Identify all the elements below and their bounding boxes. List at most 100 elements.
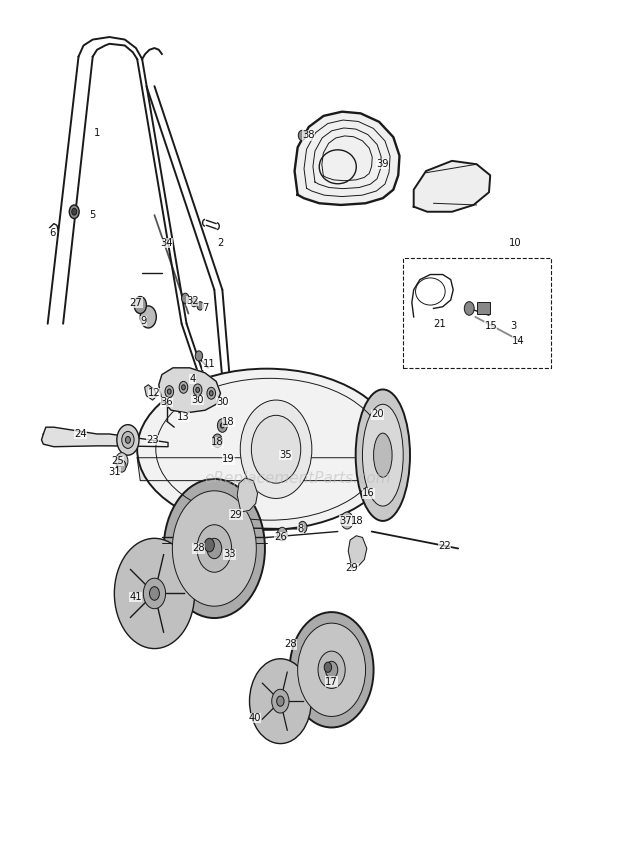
Text: 25: 25 xyxy=(111,456,124,466)
Polygon shape xyxy=(414,161,490,212)
Ellipse shape xyxy=(363,404,403,506)
Circle shape xyxy=(164,479,265,618)
Polygon shape xyxy=(348,536,367,568)
Text: 15: 15 xyxy=(484,322,497,331)
Text: 37: 37 xyxy=(340,516,352,526)
Text: 17: 17 xyxy=(326,677,338,687)
Text: 26: 26 xyxy=(275,533,287,542)
Text: 2: 2 xyxy=(218,238,224,248)
Circle shape xyxy=(298,623,366,717)
Circle shape xyxy=(251,415,301,483)
Circle shape xyxy=(205,539,215,552)
Circle shape xyxy=(277,528,287,541)
Text: 35: 35 xyxy=(279,450,291,460)
Circle shape xyxy=(143,578,166,608)
Text: 32: 32 xyxy=(187,296,199,306)
Text: 18: 18 xyxy=(211,437,224,448)
Ellipse shape xyxy=(137,368,396,530)
Text: 18: 18 xyxy=(350,516,363,526)
Circle shape xyxy=(167,389,171,394)
Circle shape xyxy=(115,453,128,470)
Circle shape xyxy=(117,425,139,455)
Circle shape xyxy=(241,400,312,499)
Circle shape xyxy=(193,384,202,396)
Circle shape xyxy=(324,662,332,672)
Circle shape xyxy=(69,205,79,219)
Circle shape xyxy=(125,437,130,443)
Text: 8: 8 xyxy=(298,524,304,534)
Polygon shape xyxy=(294,111,399,205)
Circle shape xyxy=(341,512,353,529)
Text: 20: 20 xyxy=(371,409,384,420)
Text: 29: 29 xyxy=(345,563,358,573)
Text: 30: 30 xyxy=(192,395,204,405)
Text: 7: 7 xyxy=(202,304,208,313)
Text: 29: 29 xyxy=(229,510,242,520)
Text: 12: 12 xyxy=(148,388,161,398)
Circle shape xyxy=(272,689,289,713)
Text: 27: 27 xyxy=(130,298,143,307)
Circle shape xyxy=(298,130,306,140)
Circle shape xyxy=(182,385,185,390)
Circle shape xyxy=(213,434,223,448)
Text: 23: 23 xyxy=(146,435,159,445)
Circle shape xyxy=(165,386,174,397)
Circle shape xyxy=(191,298,197,306)
Polygon shape xyxy=(42,427,168,447)
Text: 40: 40 xyxy=(248,713,260,723)
Circle shape xyxy=(114,539,195,648)
Text: 30: 30 xyxy=(216,397,229,407)
Circle shape xyxy=(179,381,188,393)
Circle shape xyxy=(290,612,374,728)
Ellipse shape xyxy=(374,433,392,477)
Circle shape xyxy=(197,525,232,572)
Circle shape xyxy=(72,208,77,215)
Text: 10: 10 xyxy=(508,238,521,248)
Text: 5: 5 xyxy=(89,210,96,220)
Circle shape xyxy=(318,651,345,688)
Circle shape xyxy=(134,296,146,313)
Circle shape xyxy=(207,387,216,399)
Text: 24: 24 xyxy=(74,429,87,439)
Circle shape xyxy=(195,351,203,361)
Text: eReplacementParts.com: eReplacementParts.com xyxy=(205,471,391,486)
Circle shape xyxy=(249,659,311,744)
Circle shape xyxy=(218,419,228,432)
Text: 21: 21 xyxy=(433,319,446,328)
Text: 28: 28 xyxy=(284,639,296,649)
Circle shape xyxy=(117,460,126,472)
Text: 34: 34 xyxy=(161,238,173,248)
Circle shape xyxy=(122,431,134,448)
Text: 13: 13 xyxy=(177,412,190,422)
Bar xyxy=(477,301,490,313)
Circle shape xyxy=(298,522,307,534)
Circle shape xyxy=(216,438,219,443)
Circle shape xyxy=(221,423,224,428)
Circle shape xyxy=(149,586,159,600)
FancyBboxPatch shape xyxy=(402,258,551,368)
Text: 33: 33 xyxy=(224,550,236,559)
Polygon shape xyxy=(144,385,157,400)
Text: 22: 22 xyxy=(438,541,451,551)
Ellipse shape xyxy=(356,390,410,521)
Circle shape xyxy=(210,391,213,396)
Circle shape xyxy=(207,539,222,558)
Text: 14: 14 xyxy=(512,335,525,346)
Text: 36: 36 xyxy=(161,397,173,407)
Text: 4: 4 xyxy=(190,374,196,384)
Text: 41: 41 xyxy=(130,591,142,602)
Circle shape xyxy=(326,661,338,678)
Text: 19: 19 xyxy=(222,454,235,465)
Circle shape xyxy=(197,301,203,310)
Text: 18: 18 xyxy=(222,417,235,427)
Text: 9: 9 xyxy=(140,317,146,326)
Circle shape xyxy=(196,387,200,392)
Text: 38: 38 xyxy=(303,130,315,140)
Text: 1: 1 xyxy=(94,128,100,138)
Text: 3: 3 xyxy=(510,322,517,331)
Circle shape xyxy=(277,696,284,706)
Polygon shape xyxy=(237,478,257,512)
Text: 16: 16 xyxy=(362,488,375,499)
Circle shape xyxy=(140,306,156,328)
Circle shape xyxy=(464,301,474,315)
